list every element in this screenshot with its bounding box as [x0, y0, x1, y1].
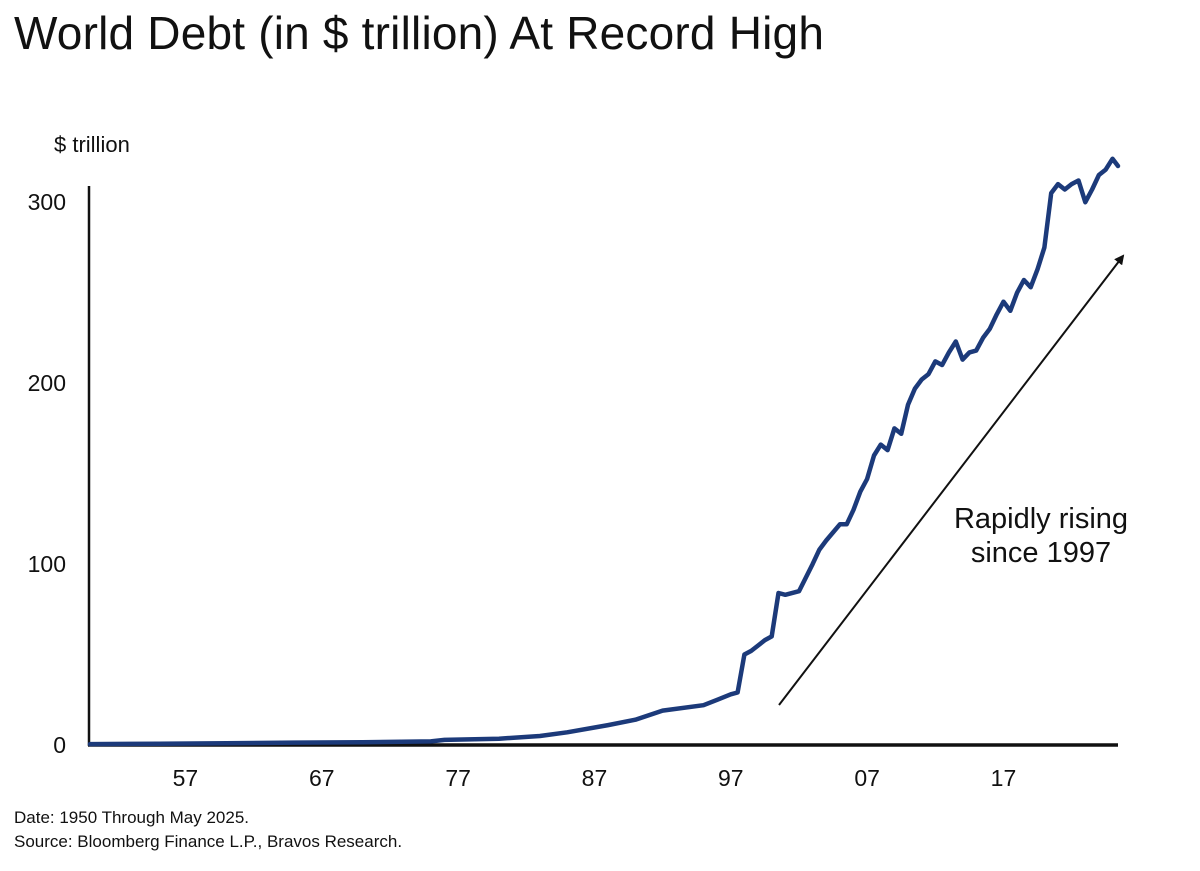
- y-tick-label: 0: [53, 732, 66, 758]
- y-tick-label: 200: [28, 370, 66, 396]
- y-tick-label: 100: [28, 551, 66, 577]
- x-tick-label: 87: [582, 765, 608, 791]
- y-axis-label: $ trillion: [54, 132, 130, 157]
- x-tick-label: 07: [854, 765, 880, 791]
- chart-plot: $ trillion 0 100 200 300 57 67 77 87 97 07 17 Rap…: [28, 132, 1128, 791]
- y-tick-label: 300: [28, 189, 66, 215]
- footnote-source: Source: Bloomberg Finance L.P., Bravos R…: [14, 832, 403, 851]
- x-tick-label: 67: [309, 765, 335, 791]
- x-tick-label: 57: [173, 765, 199, 791]
- x-tick-labels: 57 67 77 87 97 07 17: [173, 765, 1017, 791]
- chart-title: World Debt (in $ trillion) At Record Hig…: [14, 7, 825, 59]
- x-tick-label: 17: [991, 765, 1017, 791]
- annotation-line1: Rapidly rising: [954, 503, 1128, 535]
- footnote-date: Date: 1950 Through May 2025.: [14, 808, 250, 827]
- x-tick-label: 77: [445, 765, 471, 791]
- trend-arrow: [778, 254, 1125, 706]
- world-debt-line: [87, 156, 1121, 747]
- annotation-line2: since 1997: [971, 537, 1111, 569]
- x-tick-label: 97: [718, 765, 744, 791]
- y-tick-labels: 0 100 200 300: [28, 189, 66, 758]
